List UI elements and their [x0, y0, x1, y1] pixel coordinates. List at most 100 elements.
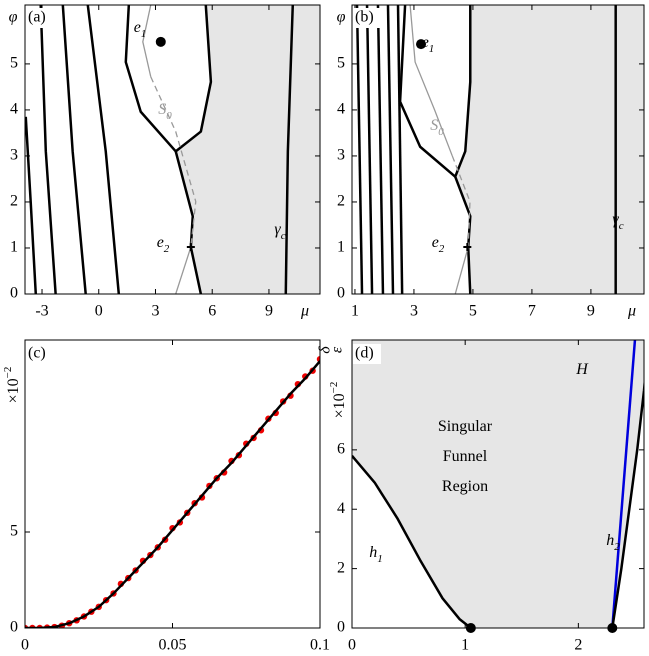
plot-area	[355, 5, 644, 294]
curve	[150, 76, 197, 248]
y-tick-label: 4	[10, 101, 18, 118]
equilibrium-plus	[186, 243, 195, 252]
y-tick-label: 5	[10, 523, 18, 540]
y-tick-label: 0	[337, 619, 345, 636]
annotation: Singular	[438, 418, 493, 435]
axis-multiplier-sup: −2	[2, 367, 14, 379]
annotation: h2	[606, 532, 620, 553]
axes-frame	[24, 339, 321, 629]
curve	[61, 5, 87, 294]
panel: 0 1 2 0 2 4 6 (d) ε ×10−2 Singular Funnel Region Hh1 h…	[328, 339, 645, 654]
x-tick-label: 0.1	[310, 637, 330, 654]
x-tick-label: 1	[461, 637, 469, 654]
plot-area	[25, 356, 320, 628]
curve	[284, 5, 295, 294]
equilibrium-plus	[463, 243, 472, 252]
annotation: e1	[134, 19, 147, 40]
x-tick-label: 2	[574, 637, 582, 654]
curve	[86, 5, 121, 294]
x-tick-label: 0.05	[159, 637, 187, 654]
curve	[365, 5, 374, 294]
y-tick-label: 0	[337, 285, 345, 302]
annotation: H	[575, 361, 589, 378]
annotation-sub: 0	[166, 110, 172, 122]
plot-area	[25, 5, 320, 294]
x-tick-label: 0	[348, 637, 356, 654]
y-tick-label: 2	[10, 193, 18, 210]
curve	[174, 151, 203, 294]
x-tick-label: 9	[587, 303, 595, 320]
x-tick-label: -3	[35, 303, 48, 320]
x-tick-label: 3	[151, 303, 159, 320]
annotation-sub: c	[281, 230, 286, 242]
axis-multiplier: ×10−2	[2, 367, 22, 404]
x-tick-label: 0	[95, 303, 103, 320]
curve	[454, 246, 469, 294]
point	[416, 39, 427, 50]
panel-label: (c)	[28, 345, 46, 362]
annotation-base: S	[430, 117, 438, 134]
curve	[409, 5, 453, 157]
annotation-base: γ	[274, 221, 281, 238]
y-axis-label: φ	[337, 9, 346, 26]
annotation-base: e	[422, 34, 429, 51]
curve	[175, 246, 192, 294]
annotation: S0	[158, 101, 172, 122]
y-tick-label: 6	[337, 441, 345, 458]
curve	[454, 176, 472, 294]
curve	[355, 5, 364, 294]
axes-frame	[24, 4, 321, 295]
shaded-region	[455, 5, 644, 294]
curve	[352, 454, 472, 628]
annotation: S0	[430, 117, 444, 138]
axes-frame	[351, 339, 645, 629]
annotation-base: Region	[442, 478, 488, 495]
panel-label: (a)	[28, 9, 46, 26]
curve	[386, 5, 395, 294]
curve	[25, 116, 38, 294]
annotation-base: Singular	[438, 418, 493, 435]
axes-frame	[351, 4, 645, 295]
annotation-base: e	[134, 19, 141, 36]
x-tick-label: 3	[410, 303, 418, 320]
annotation-sub: 1	[377, 553, 383, 565]
annotation: e1	[422, 34, 435, 55]
y-axis-label: φ	[9, 9, 18, 26]
y-tick-label: 4	[337, 101, 345, 118]
annotation: Region	[442, 478, 488, 495]
annotation-sub: 2	[614, 541, 620, 553]
x-tick-label: 0	[21, 637, 29, 654]
y-tick-label: 3	[337, 147, 345, 164]
y-tick-label: 5	[10, 55, 18, 72]
axis-multiplier-sup: −2	[328, 382, 340, 394]
x-axis-label: μ	[300, 303, 309, 320]
annotation: h1	[369, 544, 383, 565]
y-tick-label: 4	[337, 500, 345, 517]
y-tick-label: 3	[10, 147, 18, 164]
annotation-sub: 2	[164, 243, 170, 255]
curve	[611, 340, 637, 628]
annotation: e2	[157, 234, 170, 255]
axis-multiplier-base: ×10	[331, 393, 348, 418]
panel-label: (d)	[355, 345, 374, 362]
axis-multiplier-base: ×10	[5, 378, 22, 403]
annotation: γc	[612, 211, 623, 232]
annotation: Funnel	[443, 448, 488, 465]
y-tick-label: 0	[10, 619, 18, 636]
x-tick-label: 7	[528, 303, 536, 320]
y-tick-label: 5	[337, 55, 345, 72]
annotation-base: γ	[612, 211, 619, 228]
y-tick-label: 2	[337, 193, 345, 210]
x-tick-label: 1	[351, 303, 359, 320]
y-axis-label: ε	[329, 346, 346, 353]
annotation: e2	[432, 234, 445, 255]
curve	[25, 360, 320, 628]
shaded-region	[175, 5, 320, 294]
annotation-sub: c	[619, 220, 624, 232]
x-tick-label: 6	[208, 303, 216, 320]
axis-multiplier: ×10−2	[328, 382, 348, 419]
annotation-base: S	[158, 101, 166, 118]
panel-label: (b)	[355, 9, 374, 26]
annotation-base: Funnel	[443, 448, 488, 465]
